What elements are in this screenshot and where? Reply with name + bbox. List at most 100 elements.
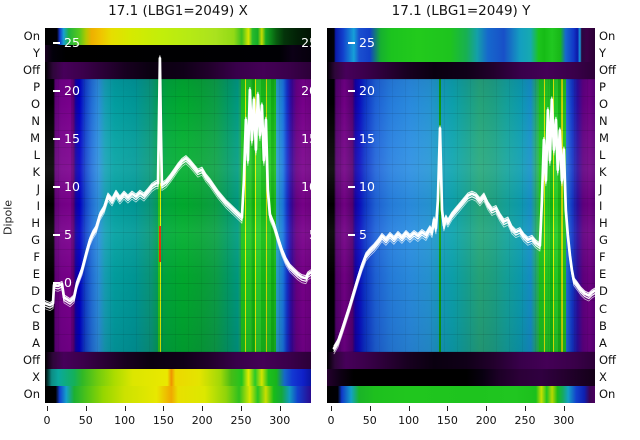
band-row-on-bottom — [45, 386, 311, 403]
scale-tick-label: 5 — [359, 227, 367, 242]
scale-tick-dash — [53, 138, 60, 140]
panel-title-y: 17.1 (LBG1=2049) Y — [391, 3, 531, 19]
scale-tick-label-right: 10 — [301, 179, 311, 194]
x-tick-label: 250 — [514, 414, 536, 427]
row-label-h: H — [599, 216, 608, 231]
row-label-on: On — [23, 386, 40, 401]
x-profile-curve — [45, 55, 311, 312]
x-tick-mark — [47, 406, 48, 411]
row-label-x: X — [32, 369, 40, 384]
scale-tick-dash — [348, 42, 355, 44]
band-row-off-bottom — [327, 352, 595, 369]
x-tick-label: 250 — [230, 414, 252, 427]
band-row-off-bottom — [45, 352, 311, 369]
row-label-f: F — [33, 250, 40, 265]
row-label-a: A — [32, 335, 40, 350]
heatmap-panel-y: 25 20 15 10 5 — [327, 28, 595, 403]
x-profile-trace — [45, 63, 311, 312]
x-tick-mark — [331, 406, 332, 411]
x-tick-label: 0 — [327, 414, 335, 427]
scale-tick-label: 25 — [359, 35, 375, 50]
row-label-a: A — [599, 335, 607, 350]
x-tick-mark — [124, 406, 126, 411]
band-row-on-y-top — [327, 28, 595, 62]
band-row-x — [327, 369, 595, 386]
row-labels-left: On Y Off P O N M L K J I H G F E D C B A Off X On — [0, 28, 40, 403]
scale-tick-label: 20 — [359, 83, 375, 98]
x-tick-label: 100 — [398, 414, 420, 427]
scale-tick-label: 20 — [64, 83, 80, 98]
row-label-off: Off — [23, 63, 40, 78]
row-label-off: Off — [599, 63, 616, 78]
x-tick-mark — [279, 406, 281, 411]
row-label-c: C — [599, 301, 608, 316]
row-label-j: J — [36, 182, 40, 197]
x-tick-mark — [369, 406, 371, 411]
x-tick-mark — [563, 406, 565, 411]
row-label-f: F — [599, 250, 606, 265]
scale-tick-dash — [53, 234, 60, 236]
band-row-x — [45, 369, 311, 386]
row-label-i: I — [36, 199, 40, 214]
row-label-p: P — [33, 80, 40, 95]
row-label-on: On — [599, 386, 616, 401]
row-label-c: C — [31, 301, 40, 316]
row-label-on: On — [599, 29, 616, 43]
band-row-off-top — [327, 62, 595, 79]
scale-tick-dash — [348, 234, 355, 236]
heatmap-panel-x: 25 20 15 10 5 0 25 20 15 10 5 — [45, 28, 311, 403]
x-tick-mark — [163, 406, 165, 411]
row-label-o: O — [599, 97, 609, 112]
row-label-k: K — [599, 165, 607, 180]
x-tick-mark — [525, 406, 526, 411]
row-label-k: K — [32, 165, 40, 180]
scale-tick-label: 25 — [64, 35, 80, 50]
band-row-off-top — [45, 62, 311, 79]
row-label-l: L — [599, 148, 606, 163]
scale-tick-label-right: 20 — [301, 83, 311, 98]
scale-tick-label: 0 — [64, 275, 72, 290]
row-label-d: D — [31, 284, 40, 299]
x-tick-mark — [241, 406, 242, 411]
panel-title-x: 17.1 (LBG1=2049) X — [108, 3, 248, 19]
row-label-h: H — [31, 216, 40, 231]
y-profile-curve — [332, 96, 595, 355]
scale-tick-label: 15 — [64, 131, 80, 146]
row-label-g: G — [599, 233, 608, 248]
scale-tick-label: 10 — [64, 179, 80, 194]
row-labels-right: On Y Off P O N M L K J I H G F E D C B A Off X On — [599, 28, 639, 403]
scale-tick-dash — [348, 90, 355, 92]
x-tick-label: 50 — [362, 414, 377, 427]
row-label-on: On — [23, 29, 40, 43]
row-label-e: E — [32, 267, 40, 282]
row-label-y: Y — [599, 46, 607, 61]
x-tick-label: 150 — [152, 414, 174, 427]
row-label-p: P — [599, 80, 606, 95]
x-tick-mark — [447, 406, 449, 411]
scale-tick-label: 10 — [359, 179, 375, 194]
band-row-on-top — [45, 28, 311, 45]
x-tick-mark — [408, 406, 410, 411]
scale-tick-label: 15 — [359, 131, 375, 146]
scale-tick-label-right: 5 — [309, 227, 311, 242]
x-tick-label: 300 — [553, 414, 575, 427]
row-label-m: M — [599, 131, 609, 146]
row-label-off: Off — [599, 352, 616, 367]
scale-tick-dash — [53, 42, 60, 44]
y-profile-trace — [332, 98, 595, 350]
scale-tick-dash — [53, 90, 60, 92]
row-label-b: B — [599, 318, 607, 333]
x-profile-trace — [45, 57, 311, 307]
row-label-b: B — [32, 318, 40, 333]
row-label-g: G — [31, 233, 40, 248]
row-label-o: O — [30, 97, 40, 112]
x-tick-label: 100 — [114, 414, 136, 427]
x-axis: 0 50 100 150 200 250 300 0 50 100 150 200 250 300 — [0, 403, 640, 435]
scale-tick-dash — [53, 186, 60, 188]
scale-tick-label-right: 25 — [301, 35, 311, 50]
row-label-j: J — [599, 182, 603, 197]
row-label-y: Y — [32, 46, 40, 61]
row-label-e: E — [599, 267, 607, 282]
band-row-y — [45, 45, 311, 62]
